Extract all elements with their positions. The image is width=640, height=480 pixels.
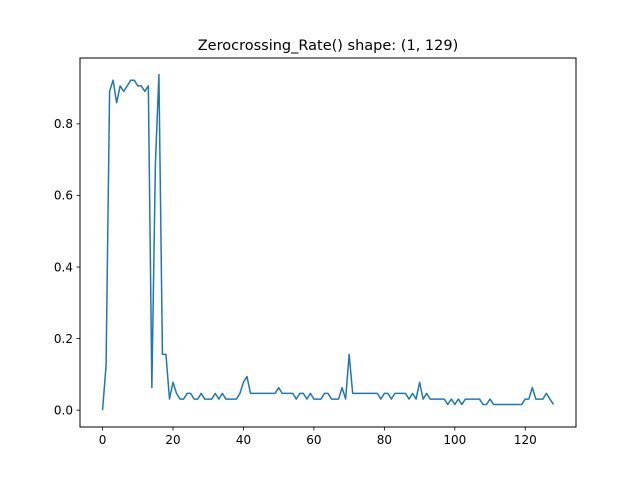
chart-title: Zerocrossing_Rate() shape: (1, 129) (198, 38, 459, 54)
y-axis: 0.0 0.2 0.4 0.6 0.8 (54, 117, 80, 417)
y-tick-label: 0.2 (54, 332, 73, 346)
series-line-0 (101, 73, 555, 411)
x-tick-label: 100 (443, 433, 466, 447)
y-tick-label: 0.0 (54, 403, 73, 417)
x-axis: 0 20 40 60 80 100 120 (99, 427, 537, 447)
x-tick-label: 0 (99, 433, 107, 447)
x-tick-label: 60 (306, 433, 321, 447)
y-tick-label: 0.4 (54, 260, 73, 274)
x-tick-label: 120 (514, 433, 537, 447)
plot-content (101, 73, 555, 411)
y-tick-label: 0.6 (54, 189, 73, 203)
plot-frame (79, 57, 577, 428)
x-tick-label: 40 (236, 433, 251, 447)
x-tick-label: 20 (165, 433, 180, 447)
x-tick-label: 80 (377, 433, 392, 447)
y-tick-label: 0.8 (54, 117, 73, 131)
